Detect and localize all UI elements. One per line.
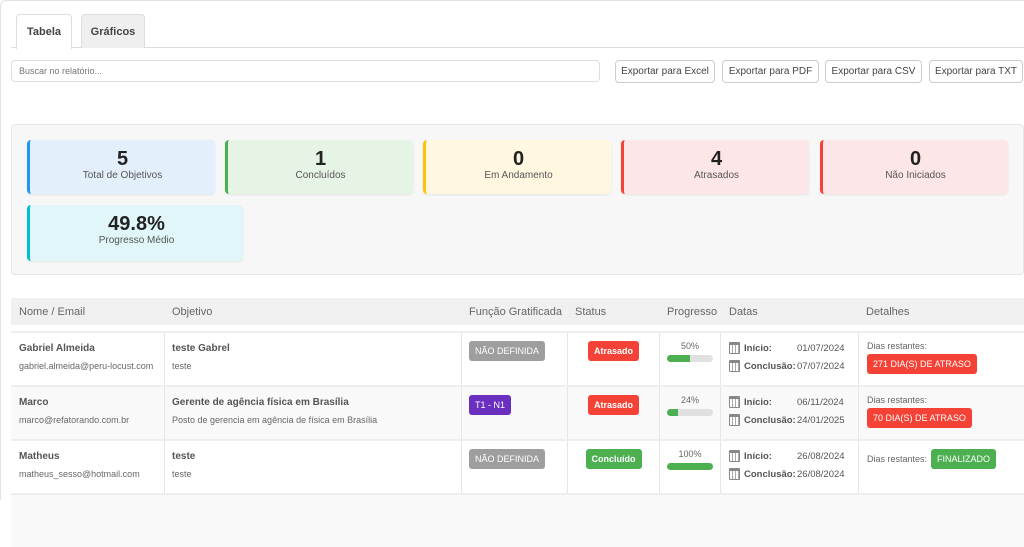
- col-detalhes: Detalhes: [866, 306, 910, 318]
- export-csv-button[interactable]: Exportar para CSV: [825, 60, 922, 83]
- dias-label: Dias restantes:: [867, 454, 928, 464]
- objective-title: teste Gabrel: [172, 343, 230, 354]
- conclusao-date: 26/08/2024: [797, 468, 845, 480]
- status-badge: Atrasado: [587, 341, 639, 361]
- progress-text: 24%: [680, 395, 699, 405]
- conclusao-label: Conclusão:: [744, 360, 796, 372]
- stat-value: 0: [512, 148, 525, 170]
- search-input[interactable]: [11, 60, 600, 82]
- stat-label: Em Andamento: [484, 170, 553, 181]
- tab-graficos[interactable]: Gráficos: [81, 14, 145, 48]
- table-row[interactable]: Matheus matheus_sesso@hotmail.com teste te…: [11, 439, 1024, 493]
- funcao-badge: NÃO DEFINIDA: [469, 341, 546, 361]
- table-row[interactable]: Gabriel Almeida gabriel.almeida@peru-locu…: [11, 331, 1024, 385]
- col-funcao: Função Gratificada: [469, 306, 562, 318]
- conclusao-label: Conclusão:: [744, 468, 796, 480]
- stat-label: Progresso Médio: [98, 235, 175, 246]
- export-txt-button[interactable]: Exportar para TXT: [929, 60, 1023, 83]
- inicio-label: Início:: [744, 450, 772, 462]
- progress-bar: [667, 409, 713, 416]
- objective-description: teste: [172, 361, 192, 371]
- inicio-label: Início:: [744, 342, 772, 354]
- export-pdf-button[interactable]: Exportar para PDF: [722, 60, 819, 83]
- stat-value: 0: [909, 148, 922, 170]
- user-email: matheus_sesso@hotmail.com: [19, 469, 140, 479]
- conclusao-date: 24/01/2025: [797, 414, 845, 426]
- stat-card: 5 Total de Objetivos: [27, 140, 215, 194]
- user-name: Marco: [19, 397, 49, 408]
- calendar-icon: [729, 360, 740, 372]
- stat-card: 49.8% Progresso Médio: [27, 205, 243, 261]
- progress-text: 50%: [680, 341, 699, 351]
- inicio-date: 26/08/2024: [797, 450, 845, 462]
- stat-card: 1 Concluídos: [225, 140, 413, 194]
- status-badge: Concluído: [585, 449, 642, 469]
- objective-description: Posto de gerencia em agência de física e…: [172, 415, 378, 425]
- tab-tabela[interactable]: Tabela: [16, 14, 72, 49]
- stat-card: 4 Atrasados: [621, 140, 809, 194]
- table-header: Nome / Email Objetivo Função Gratificada…: [11, 298, 1024, 325]
- user-email: marco@refatorando.com.br: [19, 415, 130, 425]
- stat-label: Concluídos: [295, 170, 346, 181]
- table-row[interactable]: Marco marco@refatorando.com.br Gerente de…: [11, 385, 1024, 439]
- funcao-badge: T1 - N1: [469, 395, 512, 415]
- detail-badge: 70 DIA(S) DE ATRASO: [867, 408, 972, 428]
- stat-value: 49.8%: [108, 213, 165, 235]
- table-row[interactable]: [11, 493, 1024, 547]
- col-progresso: Progresso: [667, 306, 718, 318]
- stat-label: Não Iniciados: [885, 170, 946, 181]
- progress-bar: [667, 355, 713, 362]
- col-status: Status: [575, 306, 607, 318]
- report-frame: [0, 0, 1024, 500]
- user-name: Gabriel Almeida: [19, 343, 95, 354]
- user-name: Matheus: [19, 451, 60, 462]
- export-excel-button[interactable]: Exportar para Excel: [615, 60, 715, 83]
- calendar-icon: [729, 450, 740, 462]
- dias-label: Dias restantes:: [867, 341, 928, 351]
- objective-title: teste: [172, 451, 196, 462]
- funcao-badge: NÃO DEFINIDA: [469, 449, 546, 469]
- stat-card: 0 Em Andamento: [423, 140, 611, 194]
- tab-bar: [11, 47, 1024, 48]
- stat-value: 1: [314, 148, 327, 170]
- col-objetivo: Objetivo: [172, 306, 213, 318]
- dias-label: Dias restantes:: [867, 395, 928, 405]
- conclusao-date: 07/07/2024: [797, 360, 845, 372]
- inicio-date: 06/11/2024: [797, 396, 844, 408]
- stat-label: Total de Objetivos: [82, 170, 163, 181]
- stat-label: Atrasados: [693, 170, 740, 181]
- objective-title: Gerente de agência física em Brasília: [172, 397, 349, 408]
- inicio-label: Início:: [744, 396, 772, 408]
- stat-value: 4: [710, 148, 723, 170]
- progress-text: 100%: [678, 449, 702, 459]
- stat-card: 0 Não Iniciados: [820, 140, 1008, 194]
- col-nome: Nome / Email: [19, 306, 86, 318]
- calendar-icon: [729, 414, 740, 426]
- status-badge: Atrasado: [587, 395, 639, 415]
- conclusao-label: Conclusão:: [744, 414, 796, 426]
- detail-badge: 271 DIA(S) DE ATRASO: [867, 354, 977, 374]
- col-datas: Datas: [729, 306, 758, 318]
- inicio-date: 01/07/2024: [797, 342, 845, 354]
- calendar-icon: [729, 468, 740, 480]
- stat-value: 5: [116, 148, 129, 170]
- detail-badge: FINALIZADO: [931, 449, 997, 469]
- user-email: gabriel.almeida@peru-locust.com: [19, 361, 154, 371]
- calendar-icon: [729, 396, 740, 408]
- objective-description: teste: [172, 469, 192, 479]
- calendar-icon: [729, 342, 740, 354]
- progress-bar: [667, 463, 713, 470]
